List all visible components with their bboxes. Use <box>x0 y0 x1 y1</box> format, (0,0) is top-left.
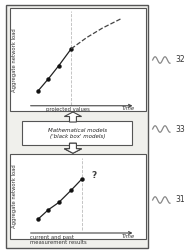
Text: 31: 31 <box>176 196 185 204</box>
Polygon shape <box>64 143 82 153</box>
Polygon shape <box>64 143 82 153</box>
FancyBboxPatch shape <box>22 121 132 144</box>
Text: Aggregate network load: Aggregate network load <box>12 164 17 228</box>
Text: Time: Time <box>121 234 134 239</box>
Text: 33: 33 <box>176 124 185 134</box>
Text: current and past
measurement results: current and past measurement results <box>30 234 87 245</box>
FancyBboxPatch shape <box>6 5 148 248</box>
Text: Aggregate network load: Aggregate network load <box>12 28 17 92</box>
Text: ('black box' models): ('black box' models) <box>50 134 105 139</box>
FancyBboxPatch shape <box>10 154 146 239</box>
Text: Time: Time <box>121 106 134 112</box>
Text: Mathematical models: Mathematical models <box>48 128 107 134</box>
Polygon shape <box>64 112 82 122</box>
Text: projected values: projected values <box>46 107 90 112</box>
Text: ?: ? <box>91 171 97 180</box>
FancyBboxPatch shape <box>10 8 146 111</box>
Text: 32: 32 <box>176 56 185 64</box>
